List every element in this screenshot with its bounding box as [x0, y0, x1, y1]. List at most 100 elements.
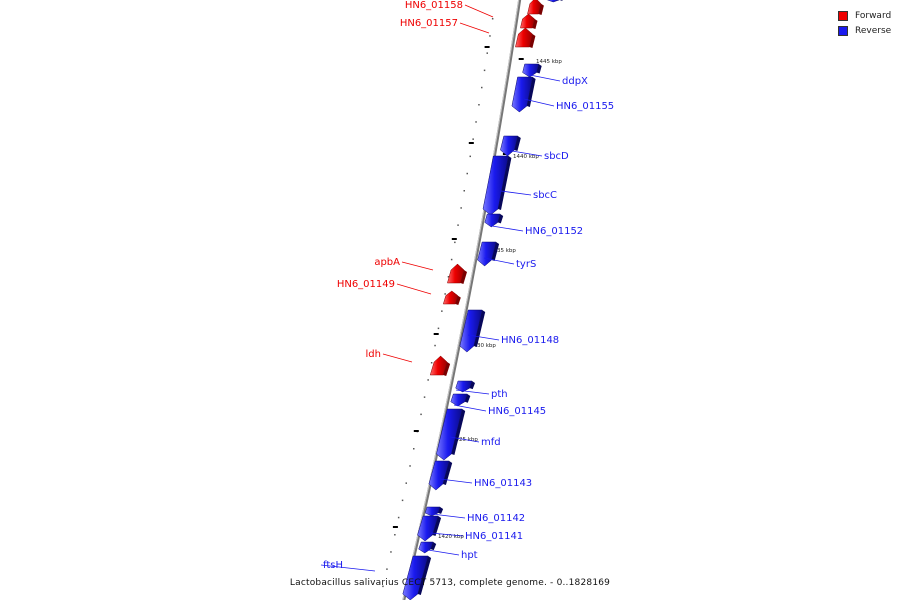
gene-leader-line	[401, 261, 434, 271]
gene-label-HN6_01141: HN6_01141	[465, 531, 523, 542]
scale-tick	[518, 58, 524, 60]
minor-tick	[475, 121, 477, 123]
gene-label-HN6_01142: HN6_01142	[467, 513, 525, 524]
minor-tick	[486, 52, 488, 54]
gene-arrow-side	[432, 516, 442, 536]
minor-tick	[437, 327, 440, 330]
gene-arrow-HN6_01155	[511, 76, 533, 113]
scale-label: 1430 kbp	[470, 343, 496, 349]
legend-forward-swatch	[838, 10, 848, 21]
genome-backbone-highlight	[402, 0, 520, 600]
minor-tick	[427, 379, 429, 381]
gene-label-pth: pth	[491, 389, 508, 400]
gene-arrow-side	[438, 507, 444, 514]
gene-leader-line	[483, 257, 515, 265]
gene-arrow-HN6_01152	[484, 213, 501, 228]
gene-arrow-mfd	[436, 408, 463, 461]
gene-arrow-HN6_01143	[428, 460, 450, 491]
legend-forward: Forward	[838, 8, 891, 23]
gene-layer	[402, 0, 563, 600]
minor-tick	[463, 190, 465, 192]
gene-leader-line	[459, 22, 490, 34]
gene-arrow-HN6_01141	[417, 515, 439, 542]
gene-arrow-side	[538, 3, 544, 15]
gene-arrow-ftsH	[402, 555, 429, 600]
gene-arrow-ldh	[429, 355, 448, 376]
gene-leader-line	[511, 150, 543, 157]
gene-arrow-sbcD	[500, 135, 519, 157]
minor-tick	[491, 18, 494, 20]
minor-tick	[405, 482, 407, 484]
gene-arrow-side	[497, 214, 504, 224]
gene-arrow-tyrS	[477, 241, 497, 267]
gene-arrow-side	[473, 310, 486, 347]
gene-label-hpt: hpt	[461, 550, 478, 561]
minor-tick	[397, 516, 400, 519]
map-caption: Lactobacillus salivarius CECT 5713, comp…	[289, 578, 611, 588]
gene-arrow-HN6_01145	[450, 393, 468, 407]
gene-arrow-unlabeled	[515, 27, 533, 48]
gene-label-ddpX: ddpX	[562, 76, 588, 87]
gene-leader-line	[449, 436, 480, 443]
minor-tick	[447, 276, 450, 278]
major-tick	[484, 46, 490, 48]
minor-tick	[390, 551, 392, 553]
gene-leader-line	[382, 353, 413, 363]
minor-tick	[434, 344, 436, 347]
minor-tick	[409, 465, 411, 467]
gene-label-HN6_01149: HN6_01149	[337, 279, 395, 290]
legend-reverse-label: Reverse	[855, 25, 892, 36]
minor-tick	[489, 35, 491, 37]
scale-label: 1445 kbp	[536, 59, 562, 65]
gene-leader-line	[453, 404, 487, 412]
gene-label-ftsH: ftsH	[323, 560, 343, 571]
gene-leader-line	[439, 478, 473, 484]
legend-reverse: Reverse	[838, 23, 891, 38]
minor-tick	[413, 448, 415, 450]
gene-label-tyrS: tyrS	[516, 259, 536, 270]
minor-tick	[420, 413, 422, 416]
gene-leader-line	[464, 4, 494, 18]
major-tick	[433, 333, 439, 335]
minor-tick	[394, 534, 396, 536]
major-tick	[468, 142, 474, 144]
major-tick	[451, 238, 457, 240]
gene-arrow-side	[491, 242, 500, 261]
minor-tick	[469, 155, 471, 158]
gene-label-HN6_01145: HN6_01145	[488, 406, 546, 417]
gene-leader-line	[431, 513, 466, 519]
gene-arrow-side	[460, 270, 467, 284]
minor-tick	[430, 362, 433, 364]
scale-label: 1435 kbp	[490, 248, 516, 254]
gene-leader-line	[467, 334, 500, 341]
gene-arrow-HN6_01148	[459, 309, 483, 353]
gene-label-sbcD: sbcD	[544, 151, 569, 162]
minor-tick	[386, 568, 388, 570]
gene-arrow-side	[514, 136, 521, 151]
gene-label-mfd: mfd	[481, 437, 501, 448]
minor-tick	[478, 104, 480, 106]
gene-arrow-HN6_01157	[520, 13, 535, 29]
gene-leader-line	[430, 532, 464, 537]
gene-arrow-unlabeled-top	[547, 0, 560, 3]
minor-tick	[472, 138, 474, 140]
gene-label-HN6_01158: HN6_01158	[405, 0, 463, 11]
gene-arrow-side	[469, 381, 475, 390]
minor-tick	[481, 86, 483, 89]
legend: Forward Reverse	[838, 8, 891, 38]
minor-tick	[460, 207, 462, 209]
major-tick	[413, 430, 419, 432]
minor-tick	[423, 396, 426, 398]
gene-leader-line	[491, 225, 524, 232]
gene-arrow-pth	[455, 380, 473, 393]
gene-label-sbcC: sbcC	[533, 190, 557, 201]
gene-leader-line	[529, 74, 561, 82]
gene-arrow-side	[536, 64, 542, 74]
gene-arrow-side	[442, 461, 453, 485]
gene-label-ldh: ldh	[366, 349, 381, 360]
gene-leader-line	[427, 549, 460, 556]
gene-leader-line	[500, 190, 532, 196]
minor-tick	[454, 241, 456, 244]
gene-arrow-side	[417, 556, 432, 595]
